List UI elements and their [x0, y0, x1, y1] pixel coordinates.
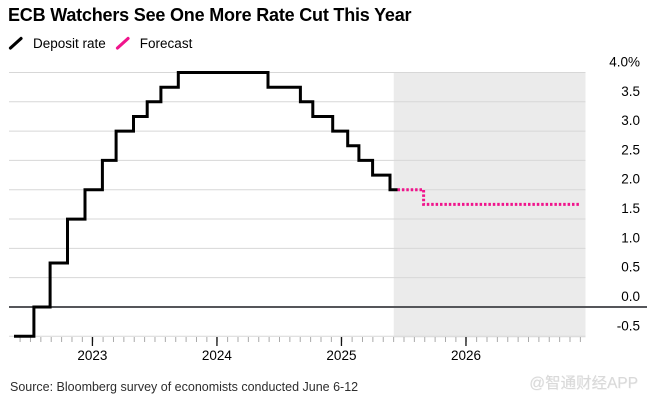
y-axis-label: 4.0%: [609, 55, 640, 70]
y-axis-label: 2.0: [621, 172, 640, 187]
x-axis-label: 2023: [77, 348, 107, 363]
x-axis-label: 2024: [202, 348, 233, 363]
source-note: Source: Bloomberg survey of economists c…: [10, 380, 359, 394]
legend-item-deposit-rate: Deposit rate: [8, 36, 106, 51]
watermark: @智通财经APP: [529, 375, 638, 392]
forecast-line: [397, 188, 581, 206]
y-axis-label: 1.0: [621, 230, 640, 245]
y-axis-label: 3.5: [621, 84, 640, 99]
y-axis-label: 2.5: [621, 142, 640, 157]
x-axis-label: 2025: [326, 348, 356, 363]
y-axis-label: 0.0: [621, 289, 640, 304]
deposit-rate-line: [14, 71, 398, 338]
legend-slash-icon: [115, 36, 130, 50]
chart-legend: Deposit rate Forecast: [8, 34, 201, 52]
y-axis-label: -0.5: [617, 318, 640, 333]
legend-label: Deposit rate: [33, 35, 106, 51]
x-axis-label: 2026: [451, 348, 481, 363]
y-axis-label: 1.5: [621, 201, 640, 216]
y-axis-label: 3.0: [621, 113, 640, 128]
legend-item-forecast: Forecast: [115, 35, 193, 51]
legend-label: Forecast: [139, 35, 193, 51]
chart-title: ECB Watchers See One More Rate Cut This …: [8, 5, 412, 25]
y-axis-label: 0.5: [621, 260, 640, 275]
legend-slash-icon: [8, 36, 23, 50]
